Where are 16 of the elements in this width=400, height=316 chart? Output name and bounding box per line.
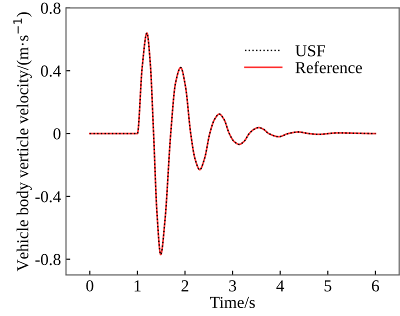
y-tick-label: 0.8 xyxy=(40,2,61,14)
legend-label: Reference xyxy=(295,61,362,74)
x-axis-title: Time/s xyxy=(210,296,255,308)
x-tick-label: 4 xyxy=(276,280,284,292)
x-tick-label: 1 xyxy=(134,280,141,292)
x-tick-label: 0 xyxy=(86,280,94,292)
y-axis-title: Vehicle body verticle velocity/(m·s$^{−1}$) xyxy=(13,12,32,272)
y-tick-label: -0.4 xyxy=(35,191,61,202)
x-tick-label: 6 xyxy=(372,280,380,292)
x-tick-label: 5 xyxy=(324,280,332,292)
y-tick-label: 0.4 xyxy=(40,65,61,77)
y-tick-label: 0 xyxy=(53,128,61,140)
x-tick-label: 2 xyxy=(182,280,188,292)
x-tick-label: 3 xyxy=(229,280,236,292)
y-tick-label: -0.8 xyxy=(35,254,61,266)
legend-label: USF xyxy=(295,45,325,56)
